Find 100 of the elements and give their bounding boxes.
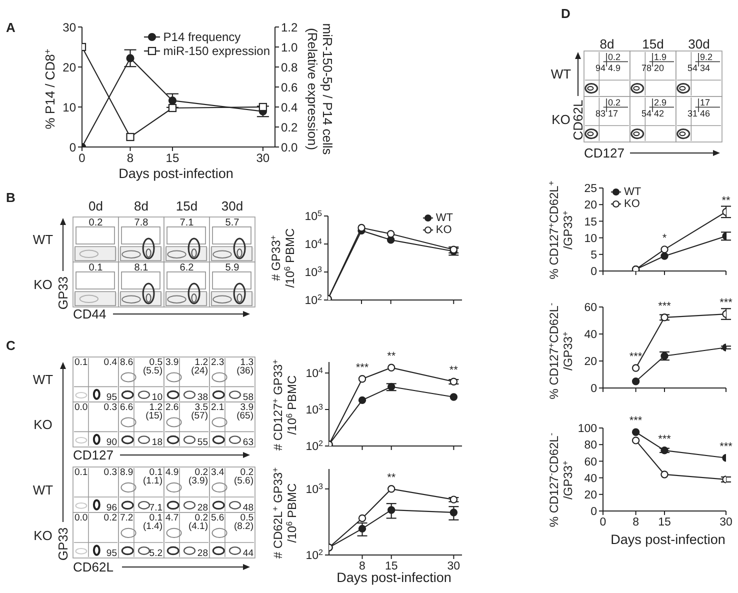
text: 5.2 bbox=[149, 548, 162, 559]
x-axis-title: Days post-infection bbox=[610, 532, 726, 548]
text: 3.9 bbox=[240, 402, 254, 413]
text: 2.9 bbox=[654, 98, 667, 108]
text: (15) bbox=[146, 410, 162, 422]
category-label: 15d bbox=[176, 198, 198, 214]
text: 2.6 bbox=[166, 402, 179, 413]
text: 7.1 bbox=[180, 218, 194, 228]
text: 1.2 bbox=[194, 357, 208, 368]
text: D bbox=[561, 6, 570, 21]
text: 10 bbox=[152, 392, 162, 403]
x-tick-label: 30 bbox=[256, 151, 270, 165]
y-tick-label: 10$^{2}$ bbox=[306, 548, 324, 562]
category-label: 15d bbox=[642, 36, 664, 52]
y-tick-label: 10$^{4}$ bbox=[306, 366, 324, 380]
text: 34 bbox=[700, 63, 710, 74]
y-tick-label: 20 bbox=[584, 490, 597, 502]
text: 95 bbox=[106, 392, 117, 403]
text: 0.1 bbox=[149, 512, 162, 524]
text: 2.3 bbox=[211, 357, 224, 368]
category-label: WT bbox=[550, 66, 572, 82]
y-tick-label: 15 bbox=[584, 216, 597, 228]
x-tick-label: 15 bbox=[658, 516, 671, 529]
text: 54 bbox=[642, 108, 652, 119]
legend-label: WT bbox=[624, 186, 642, 198]
y2-tick-label: 0.6 bbox=[281, 80, 298, 94]
text: 3.5 bbox=[194, 402, 208, 413]
y-tick-label: 80 bbox=[584, 440, 597, 452]
text: 54 bbox=[688, 63, 698, 74]
y-tick-label: 10$^{3}$ bbox=[304, 264, 323, 280]
text: 1.9 bbox=[654, 52, 667, 62]
x-tick-label: 8 bbox=[632, 516, 640, 529]
category-label: 30d bbox=[221, 198, 244, 214]
text: (3.9) bbox=[188, 476, 208, 486]
x-tick-label: 8 bbox=[359, 560, 366, 573]
text: 96 bbox=[106, 502, 117, 514]
x-tick-label: 30 bbox=[720, 516, 732, 529]
x-axis-title: Days post-infection bbox=[336, 570, 452, 586]
text: CD62L bbox=[73, 560, 114, 575]
text: GP33 bbox=[56, 276, 71, 310]
y-tick-label: 40 bbox=[584, 472, 597, 485]
x-tick-label: 0 bbox=[600, 516, 606, 529]
y-tick-label: 100 bbox=[578, 423, 597, 436]
text: C bbox=[6, 338, 16, 353]
x-tick-label: 30 bbox=[447, 560, 460, 573]
annotation: *** bbox=[629, 351, 643, 364]
y-tick-label: 10 bbox=[62, 100, 76, 114]
annotation: *** bbox=[658, 433, 672, 446]
legend-label: KO bbox=[436, 224, 452, 236]
text: 18 bbox=[152, 437, 162, 448]
annotation: ** bbox=[449, 364, 459, 377]
text: 5.6 bbox=[211, 512, 224, 524]
text: 38 bbox=[197, 392, 208, 403]
y2-tick-label: 1.0 bbox=[281, 40, 298, 54]
text: 1.3 bbox=[240, 357, 254, 368]
y2-tick-label: 0.2 bbox=[281, 120, 298, 134]
text: 31 bbox=[688, 108, 698, 119]
y-tick-label: 30 bbox=[62, 20, 76, 34]
category-label: WT bbox=[32, 232, 54, 248]
category-label: KO bbox=[34, 528, 52, 543]
text: 28 bbox=[197, 502, 208, 514]
y-tick-label: 10$^{2}$ bbox=[304, 292, 323, 308]
text: (5.6) bbox=[234, 476, 254, 486]
category-label: 0d bbox=[88, 198, 103, 214]
text: 1.2 bbox=[149, 402, 162, 413]
text: 4.9 bbox=[608, 63, 621, 74]
legend-label: miR-150 expression bbox=[163, 44, 270, 58]
x-tick-label: 0 bbox=[78, 151, 86, 165]
text: 63 bbox=[242, 437, 254, 448]
annotation: *** bbox=[720, 440, 734, 453]
annotation: *** bbox=[356, 362, 370, 374]
annotation: * bbox=[662, 232, 668, 244]
text: 0.2 bbox=[194, 467, 208, 478]
text: 0.1 bbox=[74, 357, 88, 368]
category-label: WT bbox=[32, 372, 54, 388]
y-tick-label: 20 bbox=[584, 200, 597, 212]
text: 8.6 bbox=[120, 357, 134, 368]
text: (57) bbox=[191, 410, 208, 422]
text: 0.1 bbox=[149, 467, 162, 478]
text: (1.1) bbox=[142, 476, 162, 486]
y2-tick-label: 1.2 bbox=[281, 20, 298, 34]
text: 2.1 bbox=[211, 402, 224, 413]
text: 6.6 bbox=[120, 402, 134, 413]
y-tick-label: 25 bbox=[584, 183, 597, 196]
text: 7.8 bbox=[134, 218, 148, 228]
text: 0.2 bbox=[608, 98, 621, 108]
category-label: KO bbox=[552, 112, 570, 127]
text: 0.1 bbox=[74, 467, 88, 478]
text: 90 bbox=[106, 437, 117, 448]
y-tick-label: 20 bbox=[62, 60, 76, 74]
text: 0.5 bbox=[240, 512, 254, 524]
text: 78 bbox=[642, 63, 652, 74]
text: 4.9 bbox=[166, 467, 179, 478]
category-label: KO bbox=[34, 417, 52, 432]
y-tick-label: 40 bbox=[584, 329, 597, 342]
y-tick-label: 10$^{5}$ bbox=[304, 208, 323, 224]
y-tick-label: 0 bbox=[590, 506, 597, 518]
text: 0.3 bbox=[104, 402, 117, 413]
text: 5.9 bbox=[225, 262, 240, 274]
text: 83 bbox=[596, 108, 606, 119]
